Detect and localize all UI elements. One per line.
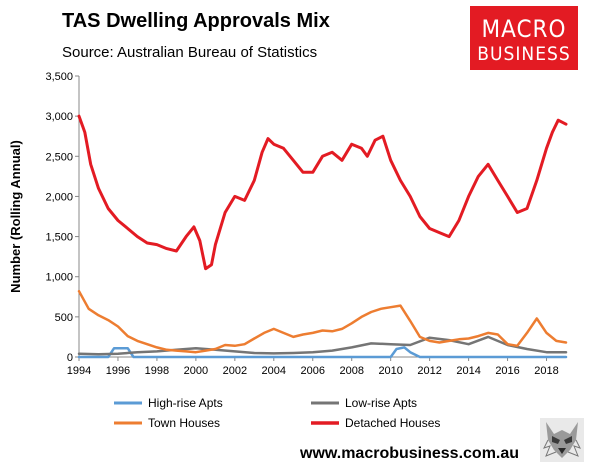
- y-tick-label: 3,500: [45, 71, 73, 83]
- x-tick-label: 2014: [456, 365, 480, 377]
- chart-title: TAS Dwelling Approvals Mix: [62, 10, 330, 32]
- logo-line-2: BUSINESS: [477, 43, 571, 65]
- x-tick-label: 2008: [339, 365, 363, 377]
- x-tick-label: 1994: [67, 365, 91, 377]
- chart-subtitle: Source: Australian Bureau of Statistics: [62, 44, 318, 61]
- x-tick-label: 2018: [534, 365, 558, 377]
- y-tick-label: 2,500: [45, 151, 73, 163]
- series-line-high-rise-apts: [77, 346, 568, 359]
- y-tick-label: 0: [67, 352, 73, 364]
- x-tick-label: 2012: [417, 365, 441, 377]
- footer-url: www.macrobusiness.com.au: [300, 445, 520, 462]
- series-line-town-houses: [77, 289, 568, 354]
- y-tick-label: 1,500: [45, 232, 73, 244]
- x-tick-label: 2016: [495, 365, 519, 377]
- x-tick-label: 2006: [301, 365, 325, 377]
- legend-entry: Detached Houses: [345, 416, 440, 430]
- y-tick-label: 500: [55, 312, 73, 324]
- x-tick-label: 2000: [184, 365, 208, 377]
- y-tick-label: 3,000: [45, 111, 73, 123]
- series-line-low-rise-apts: [77, 335, 568, 356]
- x-tick-label: 2004: [262, 365, 286, 377]
- x-tick-label: 2010: [378, 365, 402, 377]
- chart-legend: High-rise Apts Low-rise Apts Town Houses De…: [114, 396, 440, 430]
- series-line-detached-houses: [77, 114, 568, 271]
- legend-entry: Town Houses: [148, 416, 220, 430]
- y-tick-label: 1,000: [45, 272, 73, 284]
- x-tick-label: 1996: [106, 365, 130, 377]
- logo-line-1: MACRO: [481, 15, 567, 43]
- x-tick-label: 2002: [223, 365, 247, 377]
- wolf-icon: [540, 418, 584, 462]
- chart-series: [77, 114, 568, 359]
- legend-entry: High-rise Apts: [148, 396, 223, 410]
- macro-business-logo: MACRO BUSINESS: [470, 6, 578, 70]
- x-tick-label: 1998: [145, 365, 169, 377]
- legend-entry: Low-rise Apts: [345, 396, 417, 410]
- y-tick-label: 2,000: [45, 191, 73, 203]
- y-axis-label: Number (Rolling Annual): [8, 140, 23, 293]
